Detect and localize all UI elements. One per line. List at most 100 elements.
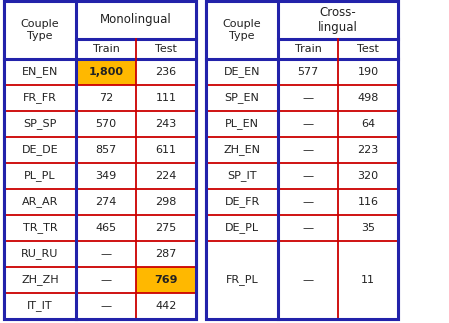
Text: 570: 570	[96, 119, 117, 129]
Bar	[278, 39, 338, 59]
Bar	[338, 189, 398, 215]
Text: 72: 72	[99, 93, 113, 103]
Bar	[76, 163, 136, 189]
Bar	[278, 111, 338, 137]
Bar	[4, 1, 196, 319]
Bar	[4, 189, 76, 215]
Bar	[76, 85, 136, 111]
Text: 349: 349	[95, 171, 117, 181]
Text: DE_FR: DE_FR	[224, 197, 260, 207]
Text: ZH_ZH: ZH_ZH	[21, 275, 59, 286]
Bar	[278, 137, 338, 163]
Bar	[76, 1, 196, 39]
Bar	[278, 163, 338, 189]
Bar	[338, 163, 398, 189]
Text: 275: 275	[155, 223, 176, 233]
Bar	[206, 215, 278, 241]
Bar	[136, 85, 196, 111]
Text: EN_EN: EN_EN	[22, 67, 58, 78]
Text: 287: 287	[155, 249, 177, 259]
Text: 274: 274	[95, 197, 117, 207]
Text: PL_EN: PL_EN	[225, 119, 259, 130]
Bar	[206, 1, 398, 319]
Text: —: —	[303, 223, 313, 233]
Bar	[76, 111, 136, 137]
Text: Monolingual: Monolingual	[100, 14, 172, 26]
Text: 190: 190	[357, 67, 379, 77]
Text: —: —	[101, 249, 111, 259]
Bar	[206, 1, 398, 319]
Text: —: —	[303, 171, 313, 181]
Bar	[206, 189, 278, 215]
Text: 298: 298	[155, 197, 177, 207]
Text: 64: 64	[361, 119, 375, 129]
Text: FR_PL: FR_PL	[226, 275, 258, 286]
Bar	[4, 163, 76, 189]
Text: 35: 35	[361, 223, 375, 233]
Text: —: —	[303, 93, 313, 103]
Bar	[206, 1, 278, 59]
Bar	[136, 111, 196, 137]
Text: —: —	[303, 197, 313, 207]
Bar	[136, 59, 196, 85]
Text: 236: 236	[155, 67, 176, 77]
Text: —: —	[303, 145, 313, 155]
Bar	[136, 267, 196, 293]
Bar	[4, 59, 76, 85]
Bar	[206, 111, 278, 137]
Text: Train: Train	[92, 44, 119, 54]
Text: 442: 442	[155, 301, 177, 311]
Bar	[206, 85, 278, 111]
Bar	[338, 215, 398, 241]
Text: 223: 223	[357, 145, 379, 155]
Bar	[338, 111, 398, 137]
Bar	[136, 163, 196, 189]
Text: 116: 116	[357, 197, 379, 207]
Bar	[76, 39, 136, 59]
Text: DE_PL: DE_PL	[225, 223, 259, 234]
Text: Train: Train	[295, 44, 321, 54]
Text: Couple
Type: Couple Type	[21, 19, 59, 41]
Bar	[76, 241, 136, 267]
Bar	[76, 189, 136, 215]
Text: —: —	[101, 301, 111, 311]
Text: DE_EN: DE_EN	[224, 67, 260, 78]
Text: IT_IT: IT_IT	[27, 300, 53, 311]
Text: SP_EN: SP_EN	[224, 93, 260, 103]
Bar	[136, 215, 196, 241]
Bar	[206, 163, 278, 189]
Bar	[4, 293, 76, 319]
Text: —: —	[303, 275, 313, 285]
Text: 111: 111	[155, 93, 176, 103]
Bar	[206, 137, 278, 163]
Text: 465: 465	[96, 223, 117, 233]
Bar	[136, 137, 196, 163]
Bar	[4, 241, 76, 267]
Bar	[4, 1, 76, 59]
Text: SP_SP: SP_SP	[23, 119, 57, 130]
Bar	[4, 1, 196, 319]
Bar	[136, 241, 196, 267]
Bar	[338, 85, 398, 111]
Bar	[76, 59, 136, 85]
Bar	[278, 241, 338, 319]
Text: SP_IT: SP_IT	[227, 171, 257, 182]
Bar	[278, 85, 338, 111]
Text: AR_AR: AR_AR	[22, 197, 58, 207]
Text: 243: 243	[155, 119, 176, 129]
Text: —: —	[303, 119, 313, 129]
Text: Couple
Type: Couple Type	[223, 19, 261, 41]
Text: 320: 320	[357, 171, 379, 181]
Text: 857: 857	[95, 145, 117, 155]
Bar	[76, 215, 136, 241]
Text: 1,800: 1,800	[88, 67, 123, 77]
Bar	[278, 215, 338, 241]
Text: 611: 611	[155, 145, 176, 155]
Text: 11: 11	[361, 275, 375, 285]
Text: TR_TR: TR_TR	[23, 223, 57, 234]
Bar	[76, 267, 136, 293]
Bar	[4, 111, 76, 137]
Bar	[4, 85, 76, 111]
Bar	[76, 137, 136, 163]
Bar	[4, 267, 76, 293]
